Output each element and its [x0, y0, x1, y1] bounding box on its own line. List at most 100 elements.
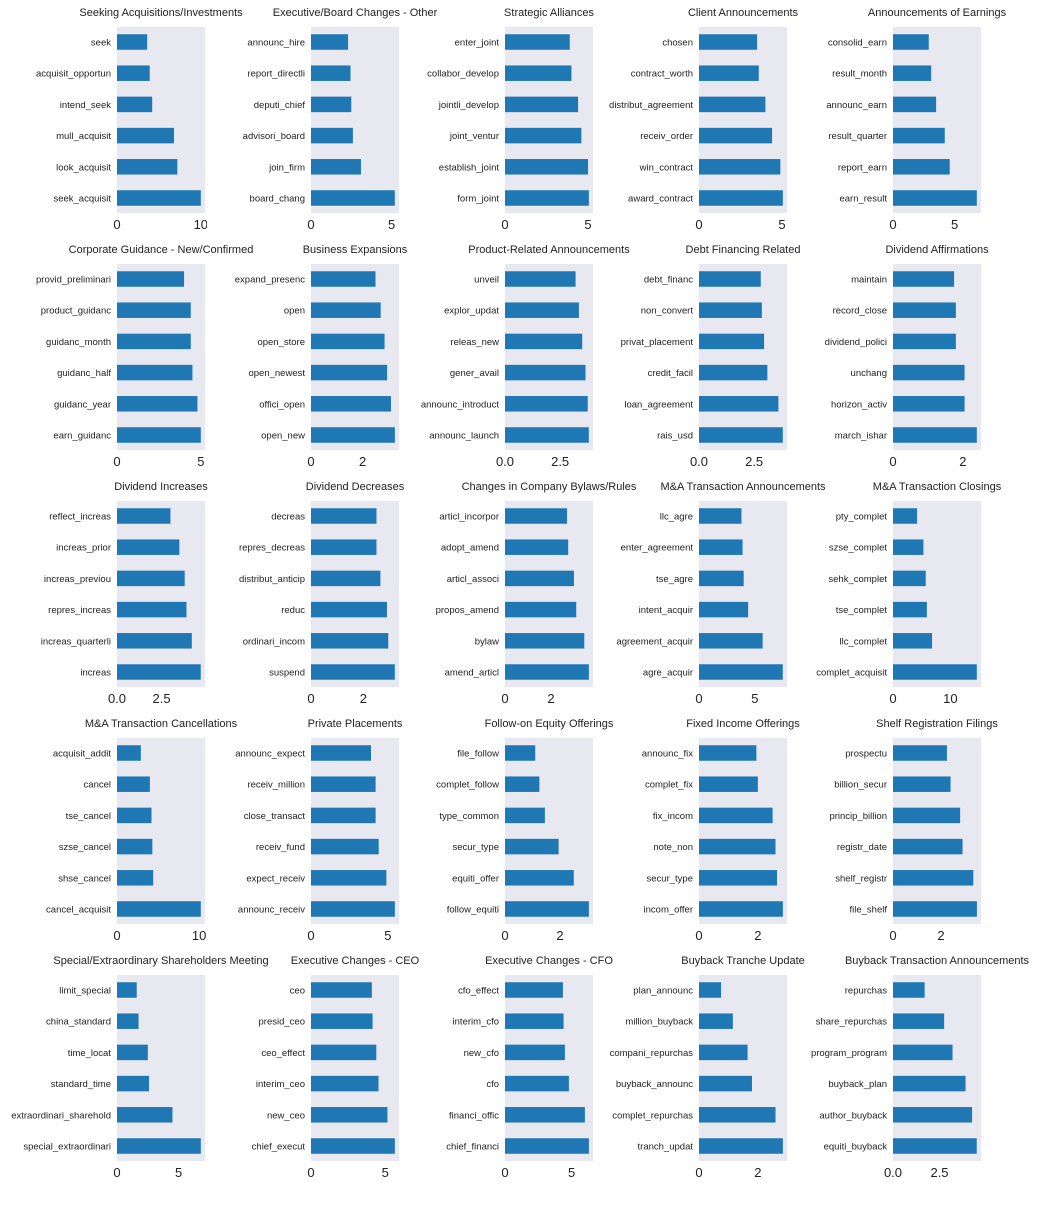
- x-tick-label: 2: [360, 691, 367, 706]
- bar-chart-panel: provid_preliminari product_guidancguidanc…: [36, 264, 205, 469]
- category-label: consolid_earn: [828, 38, 887, 49]
- plot-area: [893, 264, 981, 450]
- bar: [117, 539, 180, 555]
- plot-area: [117, 27, 205, 213]
- bar: [505, 271, 576, 287]
- bar: [117, 633, 192, 649]
- bar: [699, 364, 768, 381]
- bar: [117, 159, 178, 175]
- category-label: earn_guidanc: [53, 431, 111, 442]
- bar: [505, 1075, 569, 1092]
- plot-area: [699, 27, 787, 213]
- bar-chart-panel: unveil explor_updat releas_new gener_availa…: [421, 264, 593, 469]
- category-label: new_ceo: [267, 1110, 305, 1121]
- bar: [505, 333, 583, 350]
- plot-area: [311, 264, 399, 450]
- category-label: earn_result: [839, 194, 887, 205]
- category-label: princip_billion: [829, 811, 887, 822]
- category-label: repres_decreas: [239, 543, 305, 554]
- bar-chart-panel: plan_announc million_buyback compani_repur…: [610, 975, 787, 1180]
- x-tick-label: 5: [197, 454, 204, 469]
- plot-area: [699, 264, 787, 450]
- bar: [311, 601, 387, 618]
- bar: [117, 302, 191, 318]
- plot-area: [311, 501, 399, 687]
- category-label: increas_previou: [44, 574, 111, 585]
- category-label: ordinari_incom: [243, 636, 305, 647]
- category-label: announc_launch: [429, 431, 499, 442]
- chart-title: Fixed Income Offerings: [686, 718, 800, 730]
- bar-chart-panel: consolid_earn result_month announc_earnres…: [826, 27, 981, 232]
- category-label: tse_cancel: [66, 811, 111, 822]
- x-tick-label: 10: [194, 217, 207, 232]
- category-label: shelf_registr: [835, 873, 887, 884]
- bar: [699, 427, 783, 443]
- bar: [699, 539, 743, 555]
- category-label: pty_complet: [836, 512, 888, 523]
- category-label: win_contract: [639, 162, 694, 173]
- x-tick-label: 2: [937, 928, 944, 943]
- category-label: increas: [80, 668, 111, 679]
- category-label: complet_repurchas: [612, 1110, 693, 1121]
- bar: [311, 65, 351, 81]
- chart-title: Executive/Board Changes - Other: [272, 7, 438, 19]
- bar: [893, 807, 961, 824]
- category-label: type_common: [439, 811, 499, 822]
- bar: [699, 807, 773, 824]
- bar: [505, 34, 570, 50]
- bar: [311, 508, 377, 524]
- category-label: announc_receiv: [238, 905, 305, 916]
- category-label: complet_fix: [645, 780, 693, 791]
- category-label: fix_incom: [653, 811, 693, 822]
- plot-area: [117, 738, 205, 924]
- bar: [505, 807, 545, 824]
- bar: [893, 539, 924, 555]
- bar: [505, 364, 586, 381]
- category-label: reduc: [281, 605, 305, 616]
- category-label: expand_presenc: [235, 275, 305, 286]
- bar: [117, 601, 187, 618]
- category-label: program_program: [811, 1048, 887, 1059]
- x-tick-label: 5: [951, 217, 958, 232]
- category-label: report_earn: [838, 162, 887, 173]
- category-label: follow_equiti: [447, 905, 499, 916]
- category-label: szse_cancel: [59, 842, 111, 853]
- x-tick-label: 0: [307, 217, 314, 232]
- plot-area: [117, 264, 205, 450]
- x-tick-label: 0.0: [884, 1165, 902, 1180]
- bar: [699, 127, 773, 144]
- bar: [311, 1044, 377, 1061]
- category-label: suspend: [269, 668, 305, 679]
- category-label: form_joint: [457, 194, 499, 205]
- bar: [117, 96, 153, 113]
- category-label: special_extraordinari: [23, 1142, 111, 1153]
- category-label: cfo_effect: [458, 986, 499, 997]
- category-label: buyback_announc: [616, 1079, 693, 1090]
- category-label: sehk_complet: [828, 574, 887, 585]
- category-label: propos_amend: [436, 605, 499, 616]
- category-label: adopt_amend: [441, 543, 499, 554]
- bar: [893, 776, 951, 792]
- bar: [699, 601, 749, 618]
- category-label: enter_agreement: [621, 543, 694, 554]
- category-label: secur_type: [453, 842, 499, 853]
- x-tick-label: 5: [382, 1165, 389, 1180]
- bar: [699, 1013, 733, 1029]
- x-tick-label: 0: [307, 928, 314, 943]
- plot-area: [505, 501, 593, 687]
- chart-title: Dividend Affirmations: [885, 244, 989, 256]
- bar: [311, 1075, 379, 1092]
- bar: [893, 901, 977, 917]
- bar: [505, 539, 569, 555]
- x-tick-label: 0: [113, 928, 120, 943]
- bar-chart-panel: announc_expect receiv_million close_transa…: [235, 738, 399, 943]
- category-label: horizon_activ: [831, 399, 887, 410]
- bar: [505, 745, 536, 761]
- bar: [699, 664, 783, 680]
- category-label: intent_acquir: [639, 605, 693, 616]
- bar: [117, 1107, 173, 1123]
- bar: [117, 271, 185, 287]
- bar: [699, 745, 757, 761]
- plot-area: [505, 975, 593, 1161]
